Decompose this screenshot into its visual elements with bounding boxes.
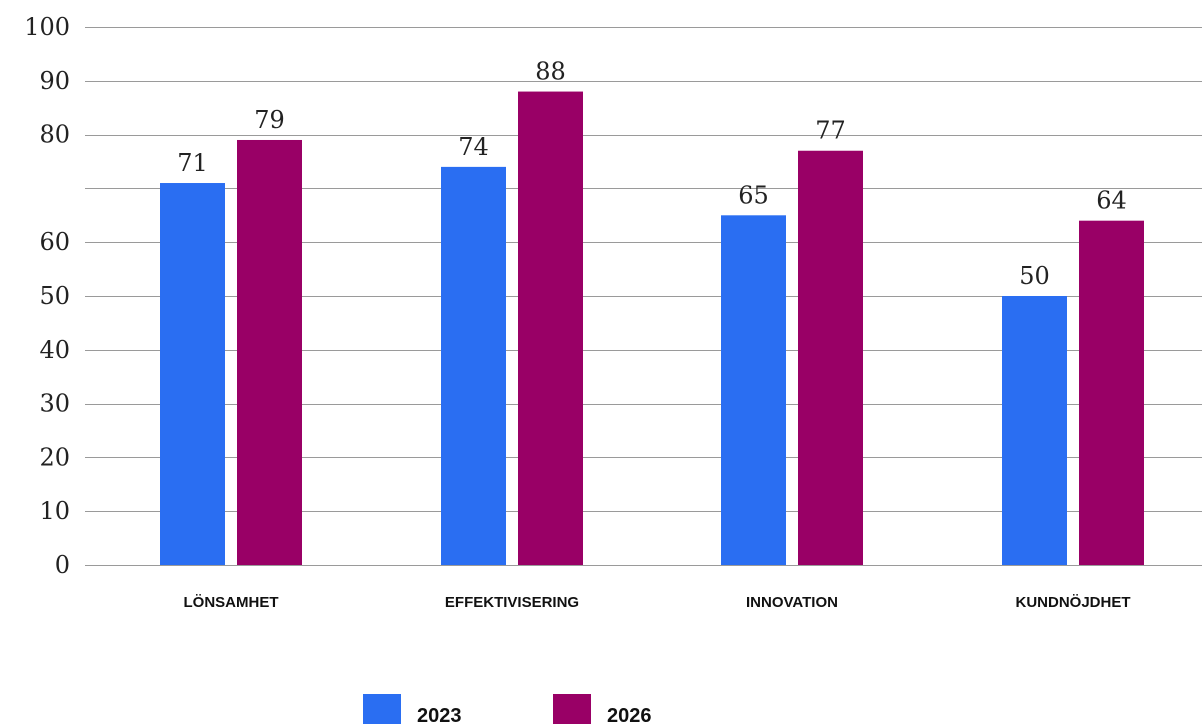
data-label-2026-1: 88 [535, 58, 566, 86]
data-label-2023-1: 74 [458, 133, 489, 161]
category-label-1: EFFEKTIVISERING [445, 594, 579, 611]
y-tick-label: 40 [39, 336, 70, 364]
y-tick-label: 0 [55, 551, 70, 579]
y-tick-label: 80 [39, 121, 70, 149]
category-label-2: INNOVATION [746, 594, 838, 611]
y-tick-label: 20 [39, 443, 70, 471]
legend-label-2023: 2023 [417, 705, 462, 724]
bar-2026-0 [237, 139, 302, 566]
y-tick-label: 100 [24, 13, 70, 41]
data-label-2023-3: 50 [1019, 262, 1050, 290]
bar-2026-3 [1079, 220, 1144, 565]
bar-2023-3 [1002, 296, 1067, 565]
data-label-2026-2: 77 [815, 117, 846, 145]
legend-swatch-2023 [363, 694, 401, 724]
x-axis-category-labels: LÖNSAMHET EFFEKTIVISERING INNOVATION KUNDNÖ… [184, 594, 1131, 611]
y-tick-label: 90 [39, 67, 70, 95]
legend: 2023 2026 [363, 694, 652, 724]
category-label-3: KUNDNÖJDHET [1015, 594, 1130, 611]
legend-swatch-2026 [553, 694, 591, 724]
data-labels: 71 79 74 88 65 77 50 64 [177, 58, 1127, 290]
y-tick-label: 10 [39, 497, 70, 525]
data-label-2026-0: 79 [254, 106, 285, 134]
bar-2023-1 [441, 166, 506, 565]
y-tick-label: 30 [39, 390, 70, 418]
y-axis-tick-labels: 0 10 20 30 40 50 60 80 90 100 [24, 13, 70, 579]
data-label-2023-0: 71 [177, 149, 208, 177]
data-label-2026-3: 64 [1096, 187, 1127, 215]
legend-label-2026: 2026 [607, 705, 652, 724]
bar-2023-0 [160, 183, 225, 565]
category-label-0: LÖNSAMHET [184, 594, 279, 611]
bar-2023-2 [721, 215, 786, 566]
y-tick-label: 60 [39, 228, 70, 256]
bars [160, 91, 1144, 566]
bar-2026-2 [798, 150, 863, 566]
y-tick-label: 50 [39, 282, 70, 310]
bar-2026-1 [518, 91, 583, 565]
data-label-2023-2: 65 [738, 181, 769, 209]
